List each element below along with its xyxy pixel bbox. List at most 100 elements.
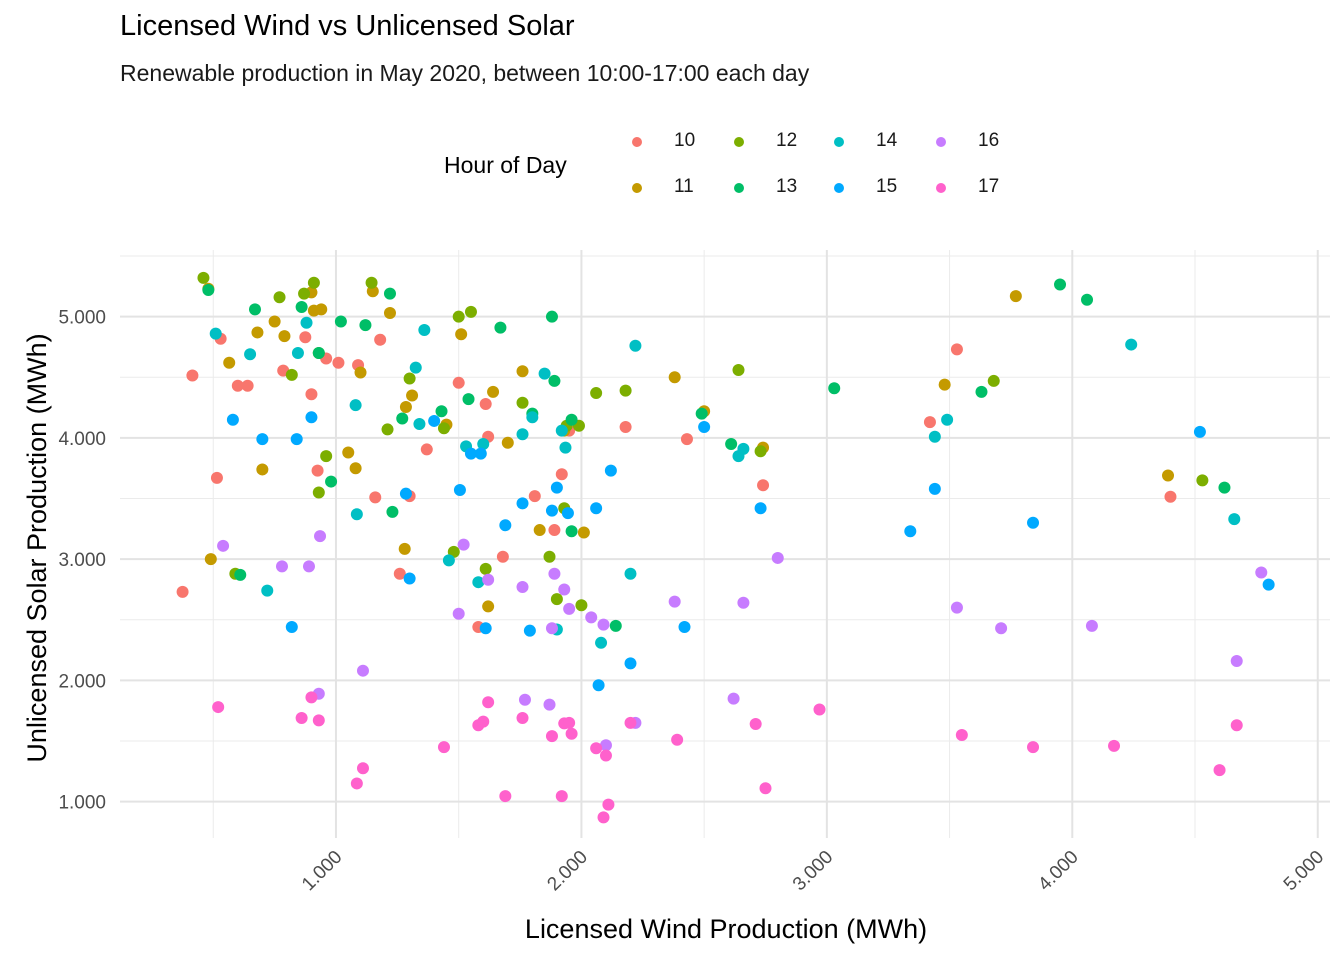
legend-dot-icon xyxy=(734,183,744,193)
data-point-hour-17 xyxy=(1108,739,1121,752)
legend-dot-icon xyxy=(936,137,946,147)
data-point-hour-14 xyxy=(1125,338,1138,351)
legend-label: 10 xyxy=(674,130,696,151)
data-point-hour-10 xyxy=(452,376,465,389)
data-point-hour-12 xyxy=(273,291,286,304)
data-point-hour-16 xyxy=(482,573,495,586)
data-point-hour-12 xyxy=(307,276,320,289)
data-point-hour-15 xyxy=(516,497,529,510)
data-point-hour-17 xyxy=(1230,719,1243,732)
data-point-hour-15 xyxy=(453,484,466,497)
data-point-hour-15 xyxy=(1027,516,1040,529)
data-point-hour-10 xyxy=(299,331,312,344)
data-point-hour-15 xyxy=(1262,578,1275,591)
data-point-hour-16 xyxy=(558,583,571,596)
data-point-hour-11 xyxy=(256,463,269,476)
data-point-hour-13 xyxy=(565,525,578,538)
legend-label: 17 xyxy=(978,176,1000,197)
data-point-hour-15 xyxy=(290,433,303,446)
data-point-hour-15 xyxy=(256,433,269,446)
data-point-hour-15 xyxy=(604,464,617,477)
legend-dot-icon xyxy=(632,183,642,193)
data-point-hour-14 xyxy=(413,417,426,430)
data-point-hour-11 xyxy=(482,600,495,613)
data-point-hour-13 xyxy=(545,310,558,323)
data-point-hour-11 xyxy=(399,401,412,414)
data-point-hour-17 xyxy=(312,714,325,727)
data-point-hour-10 xyxy=(479,397,492,410)
data-point-hour-15 xyxy=(464,447,477,460)
x-tick-label: 4.000 xyxy=(1034,847,1082,895)
data-point-hour-10 xyxy=(548,524,561,537)
chart-subtitle: Renewable production in May 2020, betwee… xyxy=(120,60,810,86)
data-point-hour-11 xyxy=(315,303,328,316)
data-point-hour-16 xyxy=(597,618,610,631)
data-point-hour-11 xyxy=(349,462,362,475)
data-point-hour-16 xyxy=(1085,619,1098,632)
data-point-hour-17 xyxy=(555,790,568,803)
data-point-hour-11 xyxy=(938,378,951,391)
data-point-hour-17 xyxy=(1213,764,1226,777)
legend-label: 16 xyxy=(978,130,1000,151)
data-point-hour-10 xyxy=(231,379,244,392)
data-point-hour-16 xyxy=(356,664,369,677)
data-point-hour-14 xyxy=(291,347,304,360)
data-point-hour-16 xyxy=(457,538,470,551)
data-point-hour-16 xyxy=(1255,566,1268,579)
data-point-hour-16 xyxy=(599,739,612,752)
data-point-hour-12 xyxy=(312,486,325,499)
data-point-hour-17 xyxy=(602,798,615,811)
data-point-hour-17 xyxy=(295,711,308,724)
data-point-hour-17 xyxy=(749,718,762,731)
x-tick-label: 2.000 xyxy=(543,847,591,895)
data-point-hour-14 xyxy=(261,584,274,597)
data-point-hour-14 xyxy=(209,327,222,340)
data-point-hour-10 xyxy=(305,388,318,401)
data-point-hour-14 xyxy=(472,576,485,589)
data-point-hour-14 xyxy=(418,324,431,337)
data-point-hour-14 xyxy=(350,508,363,521)
data-point-hour-13 xyxy=(494,321,507,334)
y-tick-label: 2.000 xyxy=(58,671,106,692)
data-point-hour-13 xyxy=(462,393,475,406)
x-tick-label: 5.000 xyxy=(1280,847,1328,895)
data-point-hour-12 xyxy=(381,423,394,436)
data-point-hour-16 xyxy=(543,698,556,711)
data-point-hour-11 xyxy=(251,326,264,339)
data-point-hour-17 xyxy=(437,741,450,754)
data-point-hour-12 xyxy=(479,562,492,575)
data-point-hour-13 xyxy=(725,437,738,450)
data-point-hour-10 xyxy=(176,585,189,598)
data-point-hour-15 xyxy=(399,487,412,500)
data-point-hour-14 xyxy=(1228,513,1241,526)
data-point-hour-17 xyxy=(624,716,637,729)
data-point-hour-10 xyxy=(369,491,382,504)
data-point-hour-15 xyxy=(561,507,574,520)
data-point-hour-15 xyxy=(479,622,492,635)
data-point-hour-16 xyxy=(1230,654,1243,667)
data-point-hour-12 xyxy=(543,550,556,563)
data-point-hour-14 xyxy=(928,430,941,443)
data-point-hour-15 xyxy=(545,504,558,517)
data-point-hour-10 xyxy=(1164,490,1177,503)
data-point-hour-12 xyxy=(403,372,416,385)
data-point-hour-14 xyxy=(538,367,551,380)
data-point-hour-17 xyxy=(671,733,684,746)
data-point-hour-11 xyxy=(668,371,681,384)
data-point-hour-10 xyxy=(241,379,254,392)
data-point-hour-11 xyxy=(398,542,411,555)
data-point-hour-15 xyxy=(754,502,767,515)
legend-dot-icon xyxy=(834,183,844,193)
data-point-hour-15 xyxy=(550,481,563,494)
data-point-hour-12 xyxy=(575,599,588,612)
legend-label: 15 xyxy=(876,176,898,197)
data-point-hour-15 xyxy=(590,502,603,515)
data-point-hour-13 xyxy=(202,284,215,297)
data-point-hour-14 xyxy=(559,441,572,454)
legend-label: 12 xyxy=(776,130,798,151)
data-point-hour-16 xyxy=(217,539,230,552)
data-point-hour-11 xyxy=(354,366,367,379)
data-point-hour-10 xyxy=(950,343,963,356)
data-point-hour-16 xyxy=(995,622,1008,635)
data-point-hour-17 xyxy=(499,790,512,803)
